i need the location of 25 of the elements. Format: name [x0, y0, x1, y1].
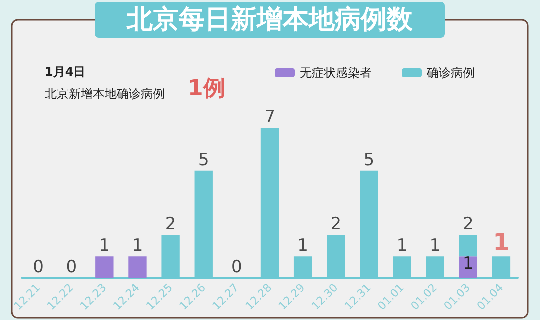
- total-label: 1: [430, 236, 441, 256]
- total-label: 2: [462, 214, 474, 235]
- total-label: 0: [33, 258, 44, 278]
- legend-label: 无症状感染者: [300, 66, 372, 80]
- bar: [96, 256, 114, 278]
- total-label: 5: [364, 150, 375, 170]
- bar: [459, 235, 478, 257]
- total-label: 0: [232, 258, 242, 278]
- total-label: 2: [330, 214, 342, 235]
- total-label: 2: [165, 214, 176, 235]
- text: 1例: [188, 76, 226, 102]
- text: 北京新增本地确诊病例: [45, 87, 165, 101]
- total-label: 5: [198, 150, 210, 170]
- total-label: 1: [396, 236, 408, 256]
- chart-subtitle: 1月4日: [45, 65, 86, 79]
- total-label: 0: [66, 258, 78, 278]
- total-label: 1: [298, 236, 308, 256]
- data-label: 1: [462, 254, 474, 274]
- legend-label: 确诊病例: [426, 66, 475, 80]
- bar: [128, 256, 147, 278]
- chart-title: 北京每日新增本地病例数: [126, 5, 414, 35]
- total-label: 7: [264, 108, 276, 128]
- total-label: 1: [132, 236, 144, 256]
- total-label: 1: [99, 236, 110, 256]
- total-label: 1: [493, 228, 510, 257]
